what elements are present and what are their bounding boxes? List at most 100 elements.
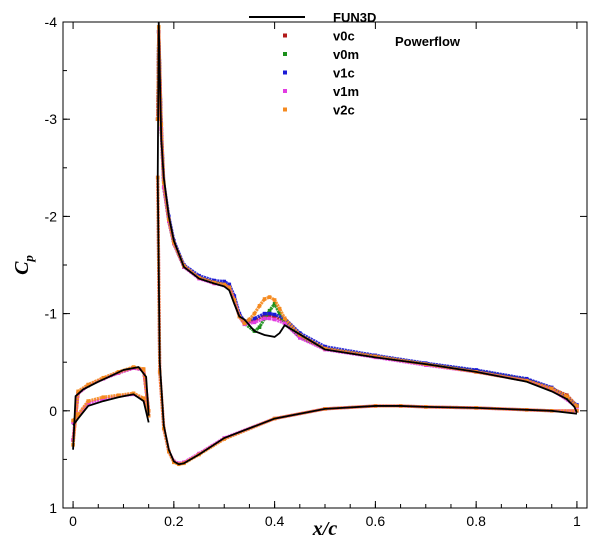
legend-swatch-dot [283,52,287,56]
data-point [565,394,569,399]
data-point [222,282,227,287]
series-dotted-line [156,31,578,407]
data-point [116,393,121,398]
series-v0m [155,29,579,408]
data-point [212,280,216,285]
y-tick-label: -2 [45,208,58,224]
data-point [373,354,378,359]
data-point [524,378,529,383]
legend-label: v1c [333,66,355,81]
data-point [101,395,106,399]
data-point [267,311,272,316]
data-point [282,321,287,326]
series-fun3d [72,21,578,466]
data-point [86,399,90,403]
data-point [247,317,252,322]
plot-frame [62,21,588,509]
series-layer [71,21,579,467]
data-point [267,313,272,318]
legend-annotation: Powerflow [395,34,461,49]
y-axis-title-main: C [11,261,33,275]
data-point [252,311,257,316]
data-point [277,306,282,311]
data-point [222,279,227,284]
svg-text:Cp: Cp [11,255,36,275]
data-point [298,336,302,340]
data-point [257,304,262,308]
series-dotted-line [156,31,578,408]
legend-label: v1m [333,84,359,99]
x-tick-label: 0.4 [265,513,285,529]
y-tick-label: 0 [49,403,57,419]
data-point [277,311,282,316]
series-v1c [155,29,579,407]
x-tick-label: 0.6 [366,513,386,529]
data-point [575,404,579,408]
data-point [524,376,529,381]
data-point [272,312,277,317]
data-point [262,316,267,321]
y-tick-label: -1 [45,306,58,322]
data-point [257,325,262,330]
data-point [252,318,257,323]
data-point [252,316,257,321]
data-point [262,313,267,318]
series-dotted-line [156,177,577,465]
data-point [272,302,277,306]
x-tick-label: 0.8 [466,513,486,529]
data-point [272,298,277,302]
legend: FUN3D v0c v0m v1c v1m v2c [249,10,376,118]
legend-swatch-dot [283,89,287,93]
series-dotted-line [156,177,577,466]
legend-label: FUN3D [333,10,376,25]
y-axis-title: Cp [11,255,36,275]
data-point [272,314,277,319]
x-axis-title: x/c [312,518,338,540]
data-point [141,367,146,371]
data-point [227,285,232,290]
legend-label: v0m [333,47,359,62]
series-dotted-line [156,26,579,408]
data-point [131,391,136,396]
data-point [131,365,136,369]
y-ticks: -4 -3 -2 -1 0 1 [45,14,587,516]
x-tick-label: 1 [573,513,581,529]
x-tick-label: 0 [69,513,77,529]
data-point [267,308,272,313]
data-point [262,311,267,316]
x-ticks: 0 0.2 0.4 0.6 0.8 1 [69,22,581,529]
legend-swatch-dot [283,70,287,75]
x-tick-label: 0.2 [164,513,184,529]
data-point [227,282,232,287]
y-tick-label: -3 [45,111,58,127]
data-point [272,317,277,322]
series-line [72,393,150,426]
data-point [232,298,237,302]
data-point [267,316,272,321]
data-point [549,386,554,391]
data-point [86,382,90,387]
legend-swatch-dot [283,107,287,112]
data-point [197,273,201,278]
data-point [76,389,80,394]
y-tick-label: 1 [49,500,57,516]
data-point [141,396,146,400]
data-point [474,368,478,372]
data-point [101,375,106,380]
data-point [323,344,327,349]
y-tick-label: -4 [45,14,58,30]
data-point [262,297,267,301]
data-point [71,420,75,425]
data-point [252,320,257,325]
legend-label: v2c [333,103,355,118]
legend-label: v0c [333,29,355,44]
data-point [212,278,216,283]
data-point [242,321,247,326]
legend-swatch-dot [283,33,287,38]
series-v0c [71,29,579,442]
data-point [71,418,75,423]
series-dotted-line [156,31,579,408]
series-line [156,177,578,466]
data-point [76,412,80,417]
